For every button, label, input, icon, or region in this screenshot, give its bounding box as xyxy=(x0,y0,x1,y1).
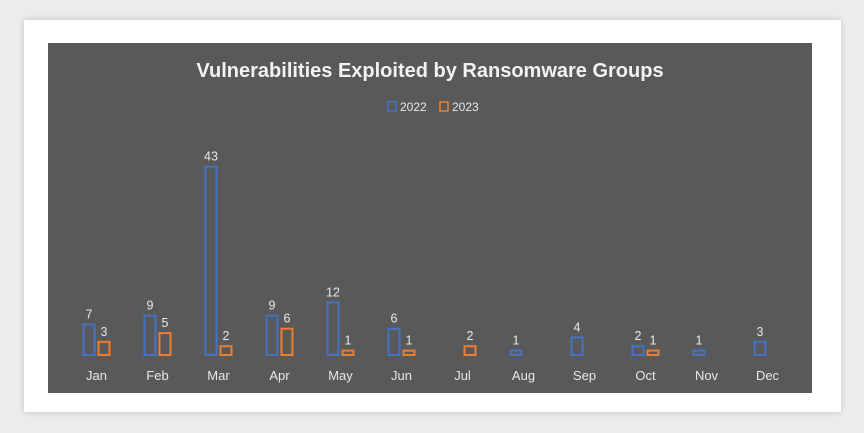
bar-2022-Jun xyxy=(387,327,401,357)
value-label-2022-Dec: 3 xyxy=(757,325,764,339)
value-label-2022-May: 12 xyxy=(326,285,340,299)
bar-2023-Jan xyxy=(97,340,111,356)
value-label-2023-Jun: 1 xyxy=(406,334,413,348)
value-label-2022-Aug: 1 xyxy=(513,334,520,348)
bar-2023-Jun xyxy=(402,349,416,356)
value-label-2023-May: 1 xyxy=(345,334,352,348)
bar-2022-Sep xyxy=(570,336,584,357)
bar-2022-Feb xyxy=(143,314,157,356)
x-tick-label-Jun: Jun xyxy=(391,368,412,383)
bar-2022-Aug xyxy=(509,349,523,356)
x-axis-labels: Jan Feb Mar Apr May Jun Jul Aug Sep Oct Nov Dec xyxy=(86,368,780,383)
value-label-2022-Apr: 9 xyxy=(269,299,276,313)
bar-2023-Mar xyxy=(219,345,233,356)
value-label-2022-Oct: 2 xyxy=(635,329,642,343)
bar-2022-Apr xyxy=(265,314,279,356)
x-tick-label-Mar: Mar xyxy=(207,368,230,383)
chart-area: Vulnerabilities Exploited by Ransomware … xyxy=(48,43,812,393)
value-label-2022-Feb: 9 xyxy=(147,299,154,313)
value-label-2023-Jan: 3 xyxy=(101,325,108,339)
chart-title: Vulnerabilities Exploited by Ransomware … xyxy=(196,60,663,82)
x-tick-label-Apr: Apr xyxy=(269,368,290,383)
bar-2023-Feb xyxy=(158,332,172,357)
bar-2023-Jul xyxy=(463,345,477,356)
bar-2022-Oct xyxy=(631,345,645,356)
bar-2023-Oct xyxy=(646,349,660,356)
value-label-2022-Jun: 6 xyxy=(391,312,398,326)
value-label-2023-Apr: 6 xyxy=(284,312,291,326)
x-tick-label-Aug: Aug xyxy=(512,368,535,383)
bar-chart: Vulnerabilities Exploited by Ransomware … xyxy=(82,60,780,383)
value-label-2023-Mar: 2 xyxy=(223,329,230,343)
legend: 2022 2023 xyxy=(387,100,479,114)
value-label-2023-Jul: 2 xyxy=(467,329,474,343)
x-tick-label-Dec: Dec xyxy=(756,368,780,383)
value-label-2022-Sep: 4 xyxy=(574,320,581,334)
legend-label-2022: 2022 xyxy=(400,100,427,114)
x-tick-label-May: May xyxy=(328,368,353,383)
legend-label-2023: 2023 xyxy=(452,100,479,114)
x-tick-label-Oct: Oct xyxy=(635,368,656,383)
bar-2022-May xyxy=(326,301,340,357)
bar-2022-Mar xyxy=(204,165,218,356)
x-tick-label-Sep: Sep xyxy=(573,368,596,383)
value-label-2023-Feb: 5 xyxy=(162,316,169,330)
bar-2023-Apr xyxy=(280,327,294,357)
bar-2022-Jan xyxy=(82,323,96,356)
bar-2022-Nov xyxy=(692,349,706,356)
legend-swatch-2023 xyxy=(439,101,449,112)
legend-swatch-2022 xyxy=(387,101,397,112)
x-tick-label-Jan: Jan xyxy=(86,368,107,383)
value-label-2022-Mar: 43 xyxy=(204,150,218,164)
bar-2022-Dec xyxy=(753,340,767,356)
bar-2023-May xyxy=(341,349,355,356)
x-tick-label-Feb: Feb xyxy=(146,368,168,383)
value-label-2023-Oct: 1 xyxy=(650,334,657,348)
value-label-2022-Jan: 7 xyxy=(86,307,93,321)
x-tick-label-Nov: Nov xyxy=(695,368,719,383)
value-label-2022-Nov: 1 xyxy=(696,334,703,348)
x-tick-label-Jul: Jul xyxy=(454,368,471,383)
